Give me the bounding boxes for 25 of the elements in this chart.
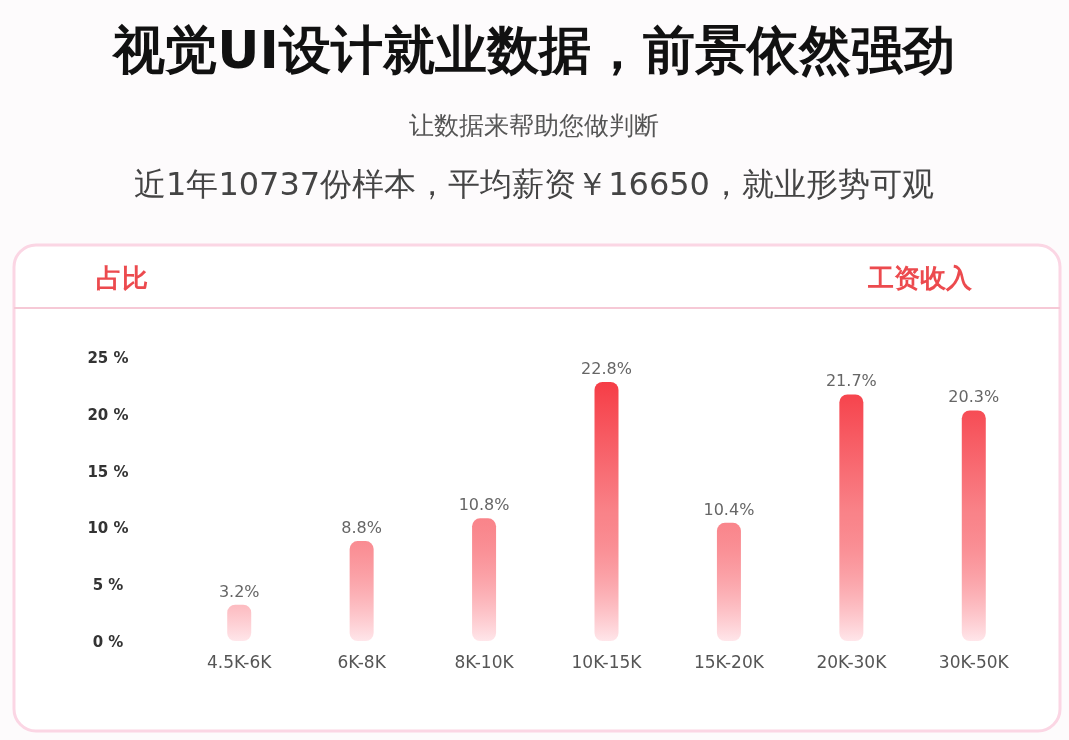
y-tick-label: 15 % [87, 462, 129, 481]
x-tick-label: 8K-10K [454, 652, 515, 672]
text: 近1年10737份样本，平均薪资￥16650，就业形势可观 [134, 165, 934, 203]
y-tick-label: 10 % [87, 519, 129, 538]
data-label: 22.8% [581, 358, 632, 378]
data-label: 10.4% [703, 499, 755, 519]
data-label: 20.3% [948, 387, 1000, 407]
x-axis-title: 工资收入 [867, 263, 973, 293]
x-tick-label: 6K-8K [337, 652, 387, 672]
chart-title: 视觉UI设计就业数据，前景依然强劲 [111, 20, 955, 80]
data-label: 21.7% [825, 371, 877, 391]
x-tick-label: 15K-20K [693, 652, 765, 672]
data-label: 10.8% [458, 495, 510, 515]
x-tick-label: 30K-50K [938, 652, 1010, 672]
y-tick-label: 5 % [92, 576, 124, 595]
x-tick-label: 10K-15K [571, 652, 643, 672]
y-axis-title: 占比 [96, 263, 148, 293]
chart-subtitle: 让数据来帮助您做判断 [409, 111, 659, 140]
data-label: 3.2% [218, 581, 260, 601]
y-tick-label: 25 % [87, 349, 129, 367]
y-tick-label: 20 % [87, 405, 129, 424]
x-tick-label: 20K-30K [816, 652, 888, 672]
x-tick-label: 4.5K-6K [206, 652, 273, 672]
y-tick-label: 0 % [92, 633, 124, 651]
data-label: 8.8% [341, 518, 382, 538]
